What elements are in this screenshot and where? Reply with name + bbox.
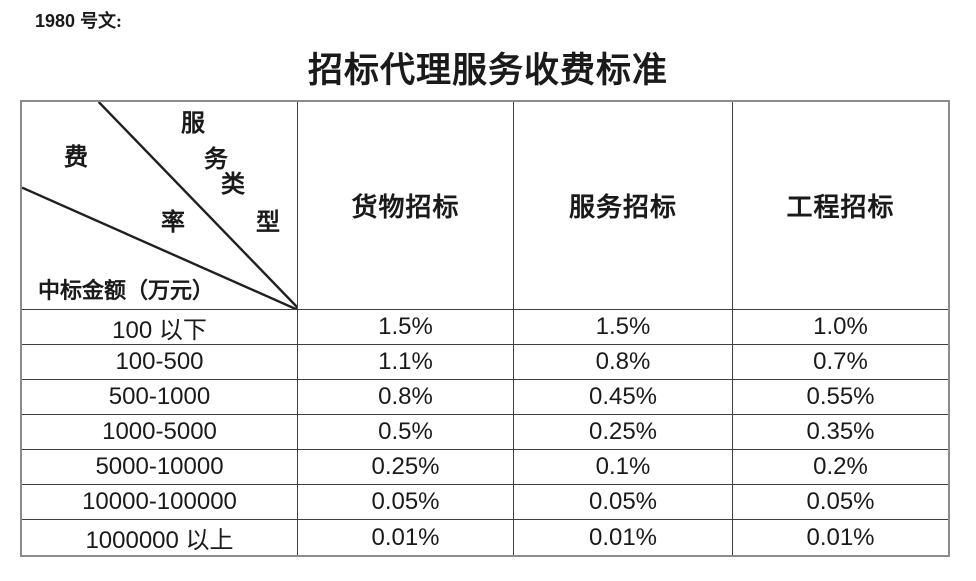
corner-label-service-char-4: 型 <box>256 210 280 236</box>
rate-cell: 0.8% <box>514 345 733 380</box>
rate-cell: 0.45% <box>514 380 733 415</box>
rate-cell: 0.1% <box>514 450 733 485</box>
rate-cell: 0.05% <box>298 485 514 520</box>
column-header-engineering: 工程招标 <box>733 102 948 310</box>
rate-cell: 0.35% <box>733 415 948 450</box>
fee-standard-table: 服 务 类 型 费 率 中标金额（万元） 货物招标 服务招标 工程招标 100 … <box>20 100 950 557</box>
corner-label-service-char-3: 类 <box>221 172 245 198</box>
diagonal-divider-lines <box>22 102 297 309</box>
rate-cell: 0.01% <box>514 520 733 555</box>
doc-number-label: 1980 号文: <box>35 7 122 33</box>
rate-cell: 1.5% <box>514 310 733 345</box>
diagonal-line-upper <box>97 102 297 309</box>
row-range-label: 1000000 以上 <box>22 520 298 555</box>
row-range-label: 5000-10000 <box>22 450 298 485</box>
row-range-label: 100-500 <box>22 345 298 380</box>
column-header-service: 服务招标 <box>514 102 733 310</box>
rate-cell: 0.8% <box>298 380 514 415</box>
rate-cell: 0.2% <box>733 450 948 485</box>
rate-cell: 0.01% <box>298 520 514 555</box>
rate-cell: 0.01% <box>806 523 875 551</box>
corner-amount-axis-label: 中标金额（万元） <box>38 278 215 303</box>
corner-label-rate-char-1: 费 <box>64 145 88 171</box>
row-range-label: 1000-5000 <box>22 415 298 450</box>
corner-label-service-char-1: 服 <box>181 111 205 137</box>
rate-cell: 0.55% <box>733 380 948 415</box>
rate-cell: 1.0% <box>733 310 948 345</box>
corner-label-rate-char-2: 率 <box>161 210 185 236</box>
rate-cell: 0.25% <box>514 415 733 450</box>
diagonal-line-lower <box>22 186 297 309</box>
rate-cell: 0.7% <box>733 345 948 380</box>
row-range-label: 500-1000 <box>22 380 298 415</box>
corner-label-service-char-2: 务 <box>204 147 228 173</box>
rate-cell: 0.05% <box>514 485 733 520</box>
rate-cell: 1.5% <box>298 310 514 345</box>
page-title: 招标代理服务收费标准 <box>307 51 668 90</box>
rate-cell: 0.25% <box>298 450 514 485</box>
doc-number: 1980 <box>35 11 76 31</box>
rate-cell: 1.1% <box>298 345 514 380</box>
row-range-label: 100 以下 <box>22 310 298 345</box>
row-range-label: 10000-100000 <box>22 485 298 520</box>
column-header-goods: 货物招标 <box>298 102 514 310</box>
table-corner-cell: 服 务 类 型 费 率 中标金额（万元） <box>22 102 298 310</box>
rate-cell: 0.05% <box>733 485 948 520</box>
rate-cell: 0.5% <box>298 415 514 450</box>
doc-number-suffix: 号文: <box>80 11 123 31</box>
